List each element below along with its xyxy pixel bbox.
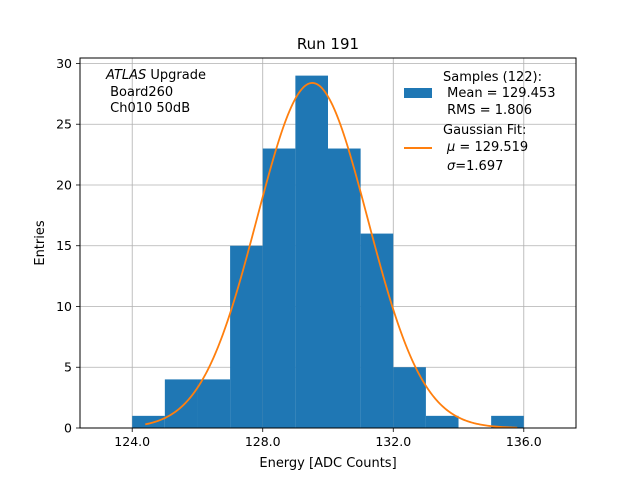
histogram-bar — [360, 233, 394, 428]
legend-fit-title: Gaussian Fit: — [443, 123, 526, 138]
annotation-upgrade: Upgrade — [146, 68, 206, 83]
y-axis-ticks: 0 5 10 15 20 25 30 — [56, 56, 80, 436]
y-tick-label: 5 — [64, 360, 72, 375]
histogram-bar — [197, 379, 231, 428]
histogram-bar — [328, 148, 361, 428]
histogram-bar — [262, 148, 296, 428]
x-tick-label: 136.0 — [506, 434, 542, 449]
x-axis-label: Energy [ADC Counts] — [259, 456, 396, 471]
y-axis-label: Entries — [33, 220, 48, 266]
histogram-bar — [491, 415, 524, 428]
legend-fit-sigma: σ=1.697 — [447, 159, 503, 174]
y-tick-label: 0 — [64, 421, 72, 436]
legend-samples-mean: Mean = 129.453 — [443, 86, 555, 101]
annotation-channel: Ch010 50dB — [106, 101, 190, 116]
x-tick-label: 124.0 — [114, 434, 150, 449]
plot-frame — [79, 57, 577, 429]
atlas-annotation: ATLAS Upgrade Board260 Ch010 50dB — [105, 68, 206, 116]
histogram-bar — [132, 415, 165, 428]
histogram-bar — [164, 379, 198, 428]
x-axis-ticks: 124.0 128.0 132.0 136.0 — [114, 428, 542, 449]
y-tick-label: 10 — [56, 299, 72, 314]
x-tick-label: 132.0 — [375, 434, 411, 449]
legend-samples-title: Samples (122): — [443, 70, 542, 85]
x-tick-label: 128.0 — [245, 434, 281, 449]
legend-samples-swatch — [404, 88, 432, 98]
histogram-bar — [295, 75, 328, 428]
svg-text:ATLAS Upgrade: ATLAS Upgrade — [105, 68, 206, 83]
gaussian-fit — [145, 82, 518, 429]
legend: Samples (122): Mean = 129.453 RMS = 1.80… — [404, 70, 555, 174]
legend-samples-rms: RMS = 1.806 — [443, 103, 532, 118]
histogram-bar — [230, 245, 263, 428]
y-tick-label: 25 — [56, 117, 72, 132]
y-tick-label: 15 — [56, 238, 72, 253]
histogram-bar — [425, 415, 459, 428]
annotation-board: Board260 — [106, 85, 173, 100]
legend-fit-mu: μ = 129.519 — [446, 140, 528, 155]
annotation-atlas: ATLAS — [105, 68, 146, 83]
y-tick-label: 30 — [56, 56, 72, 71]
chart-title: Run 191 — [297, 35, 359, 53]
fit-curve — [145, 82, 518, 429]
y-tick-label: 20 — [56, 177, 72, 192]
